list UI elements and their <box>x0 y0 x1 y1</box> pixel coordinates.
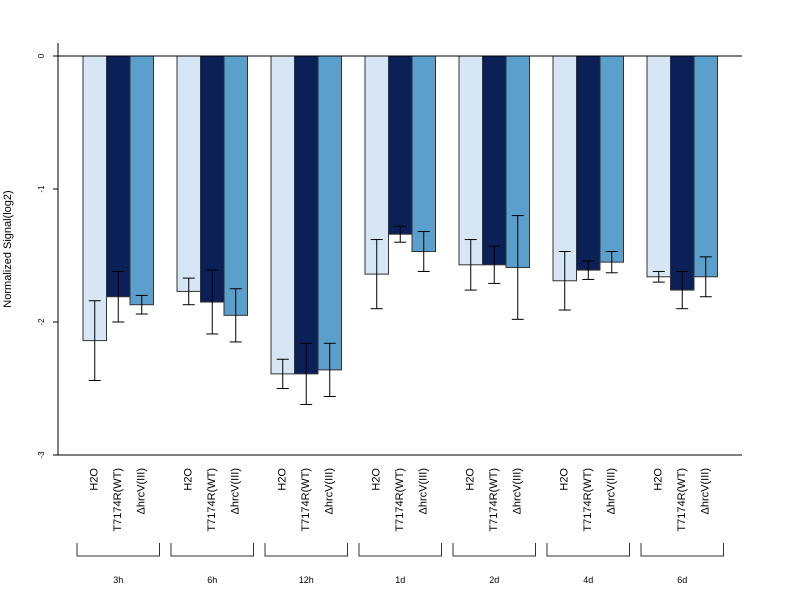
bar <box>388 55 413 235</box>
bar <box>646 55 671 278</box>
group-bracket <box>546 543 630 557</box>
group-label: 1d <box>395 575 405 585</box>
x-tick-label: T7174R(WT) <box>488 468 500 532</box>
bar <box>670 55 695 291</box>
y-tick-label: -3 <box>37 451 46 459</box>
y-tick-label: -2 <box>37 318 46 326</box>
bar <box>482 55 507 266</box>
x-tick-label: T7174R(WT) <box>112 468 124 532</box>
plot-area: 0 -1 -2 -3 H2O T7174R(WT) ΔhrcV(III) H2O T7174R(… <box>37 43 742 585</box>
y-tick-label: -1 <box>37 185 46 193</box>
x-tick-label: ΔhrcV(III) <box>136 468 148 514</box>
x-tick-label: ΔhrcV(III) <box>512 468 524 514</box>
bar <box>317 55 342 371</box>
x-tick-label: H2O <box>465 468 477 491</box>
group-label: 2d <box>489 575 499 585</box>
y-axis-label: Normalized Signal(log2) <box>2 190 14 307</box>
y-tick-label: 0 <box>37 53 46 58</box>
x-tick-label: H2O <box>89 468 101 491</box>
x-tick-label: T7174R(WT) <box>300 468 312 532</box>
x-tick-label: ΔhrcV(III) <box>700 468 712 514</box>
bar <box>552 55 577 282</box>
bar <box>576 55 601 271</box>
group-bracket <box>358 543 442 557</box>
bar <box>129 55 154 306</box>
x-tick-label: H2O <box>371 468 383 491</box>
x-tick-label: T7174R(WT) <box>582 468 594 532</box>
group-bracket <box>640 543 724 557</box>
x-tick-label: ΔhrcV(III) <box>418 468 430 514</box>
x-tick-label: H2O <box>277 468 289 491</box>
bar <box>294 55 319 375</box>
x-tick-label: H2O <box>183 468 195 491</box>
group-label: 6h <box>207 575 217 585</box>
x-tick-label: ΔhrcV(III) <box>324 468 336 514</box>
bar <box>200 55 225 303</box>
group-label: 3h <box>113 575 123 585</box>
group-label: 12h <box>299 575 314 585</box>
x-tick-label: ΔhrcV(III) <box>606 468 618 514</box>
group-bracket <box>452 543 536 557</box>
group-label: 4d <box>583 575 593 585</box>
bar <box>693 55 718 278</box>
bar <box>106 55 131 298</box>
group-label: 6d <box>677 575 687 585</box>
x-tick-label: T7174R(WT) <box>206 468 218 532</box>
bar <box>82 55 107 342</box>
group-bracket <box>76 543 160 557</box>
bar <box>411 55 436 253</box>
group-bracket <box>170 543 254 557</box>
bar <box>599 55 624 263</box>
x-tick-label: T7174R(WT) <box>676 468 688 532</box>
bar <box>176 55 201 292</box>
x-tick-label: T7174R(WT) <box>394 468 406 532</box>
bar <box>270 55 295 375</box>
bar <box>223 55 248 316</box>
bar <box>458 55 483 266</box>
x-tick-label: ΔhrcV(III) <box>230 468 242 514</box>
x-tick-label: H2O <box>653 468 665 491</box>
x-tick-label: H2O <box>559 468 571 491</box>
group-bracket <box>264 543 348 557</box>
